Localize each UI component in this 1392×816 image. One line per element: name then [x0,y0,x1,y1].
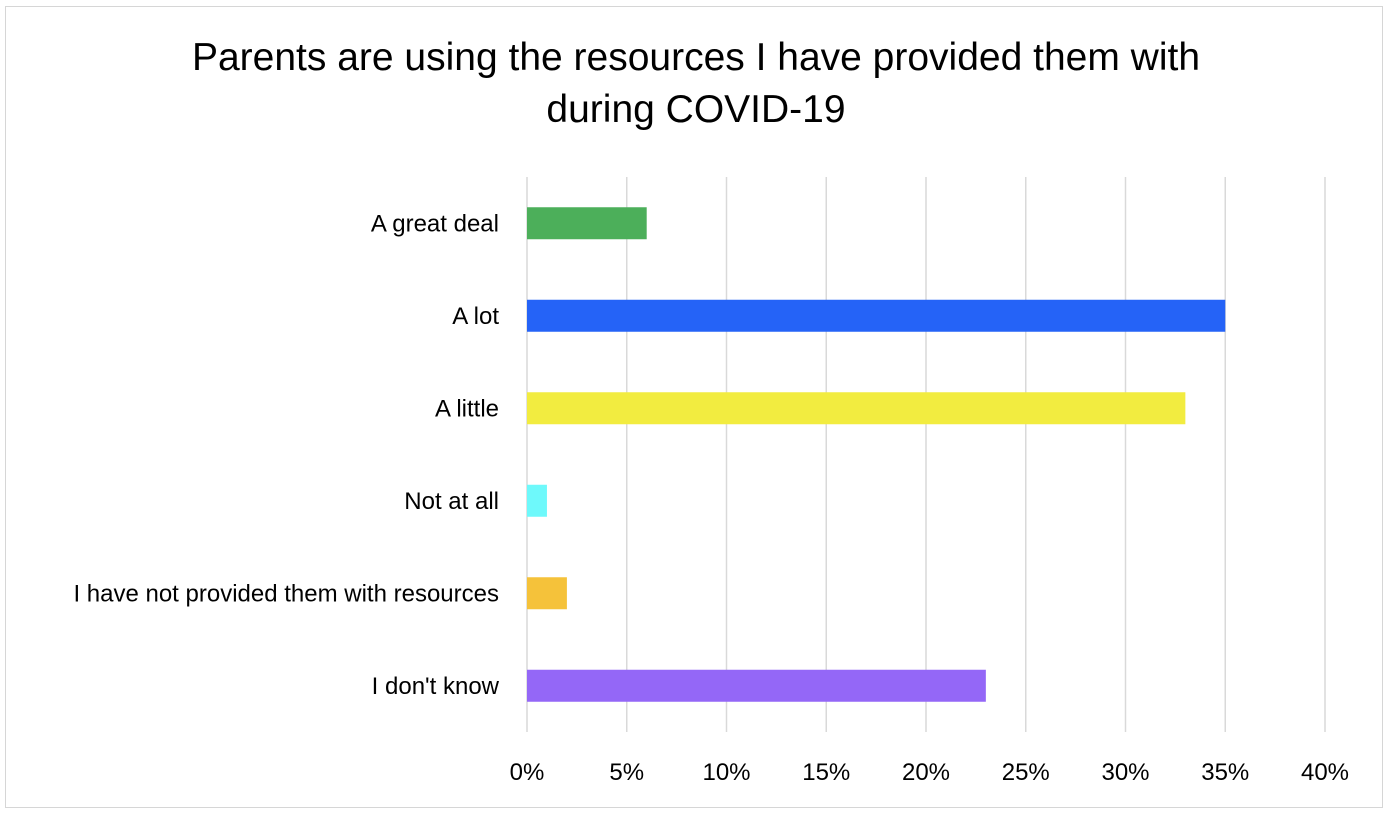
x-tick-label: 15% [802,759,850,786]
gridlines [526,177,1326,732]
bar-a-lot [527,299,1226,332]
category-label: A great deal [371,210,499,237]
x-tick-label: 35% [1201,759,1249,786]
x-tick-label: 30% [1101,759,1149,786]
x-tick-label: 20% [902,759,950,786]
chart-title-line-1: Parents are using the resources I have p… [191,36,1201,79]
category-label: I have not provided them with resources [73,580,499,607]
x-tick-label: 5% [609,759,644,786]
bars [527,207,1226,702]
chart-title: Parents are using the resources I have p… [0,0,1392,136]
category-label: A lot [452,303,499,330]
bar-a-great-deal [527,207,647,240]
category-label: I don't know [372,673,500,700]
x-axis-tick-labels: 0% 5% 10% 15% 20% 25% 30% 35% 40% [510,759,1349,786]
bar-i-don-t-know [527,669,986,702]
x-tick-label: 10% [702,759,750,786]
x-tick-label: 0% [510,759,545,786]
category-labels: A great deal A lot A little Not at all I hav… [73,210,499,700]
chart-title-line-2: during COVID-19 [546,88,846,131]
category-label: A little [435,395,499,422]
bar-not-at-all [527,484,547,517]
x-tick-label: 25% [1002,759,1050,786]
category-label: Not at all [404,488,499,515]
bar-i-have-not-provided-them-with-resources [527,577,567,610]
bar-a-little [527,392,1186,425]
x-tick-label: 40% [1301,759,1349,786]
